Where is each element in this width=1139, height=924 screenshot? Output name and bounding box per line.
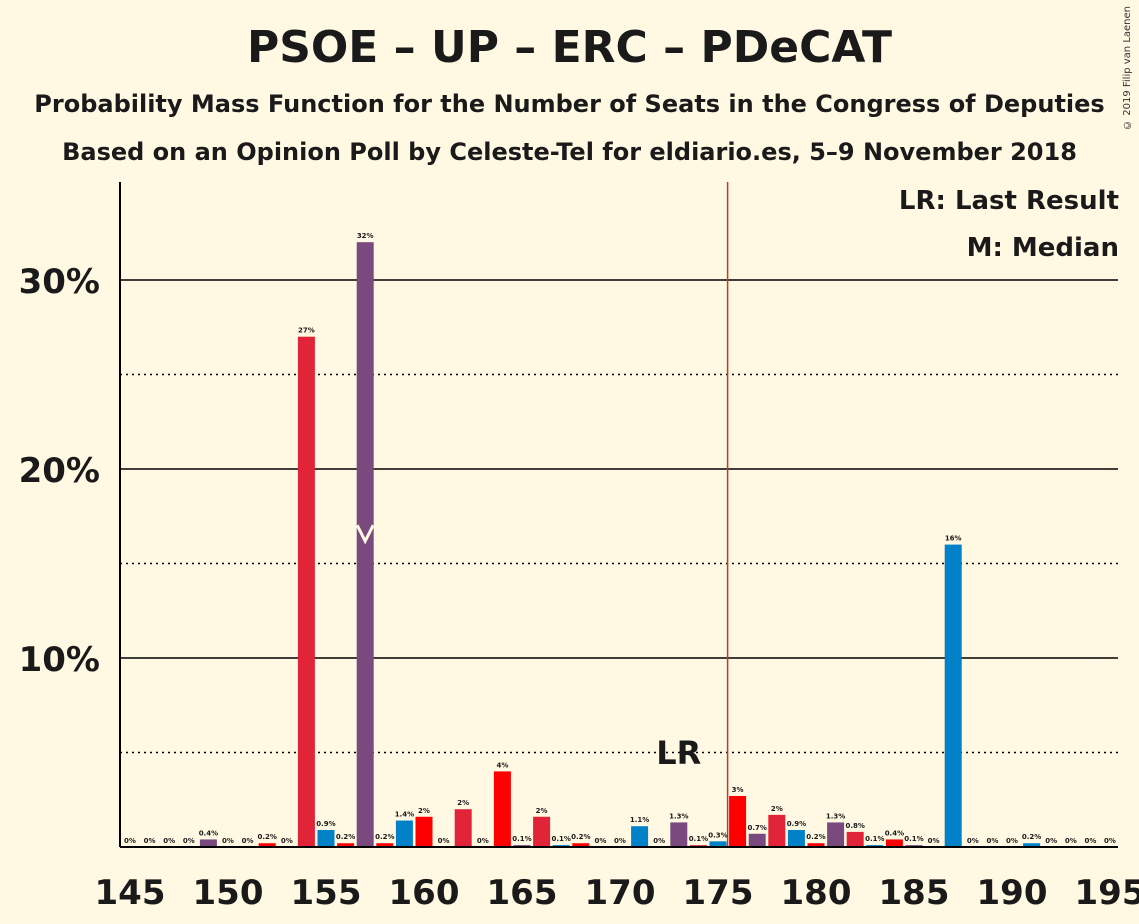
bar-value-label: 0.9%: [316, 820, 335, 828]
bar-seat-156: [337, 843, 355, 847]
bar-value-label: 0.2%: [1022, 833, 1041, 841]
bar-seat-191: [1023, 843, 1041, 847]
bar-seat-149: [199, 839, 217, 847]
x-tick-label: 165: [487, 873, 558, 913]
bar-value-label: 1.3%: [826, 812, 845, 820]
chart-subtitle: Probability Mass Function for the Number…: [34, 90, 1105, 118]
bar-value-label: 0%: [928, 837, 940, 845]
bar-seat-182: [846, 831, 864, 847]
bar-seat-184: [885, 839, 903, 847]
bar-value-label: 0%: [124, 837, 136, 845]
bar-value-label: 0.4%: [885, 829, 904, 837]
x-tick-label: 155: [291, 873, 362, 913]
bar-seat-181: [827, 822, 845, 847]
bar-value-label: 0.2%: [257, 833, 276, 841]
bar-seat-164: [493, 771, 511, 847]
median-marker: [355, 524, 375, 545]
bar-value-label: 16%: [945, 535, 962, 543]
bar-value-label: 0.1%: [551, 835, 570, 843]
bar-value-label: 0.2%: [806, 833, 825, 841]
bar-value-label: 2%: [418, 807, 430, 815]
bar-value-label: 0%: [163, 837, 175, 845]
x-tick-label: 170: [585, 873, 656, 913]
bar-seat-173: [670, 822, 688, 847]
bar-seat-158: [376, 843, 394, 847]
x-tick-label: 150: [193, 873, 264, 913]
bar-value-label: 4%: [496, 761, 508, 769]
bar-value-label: 0.2%: [571, 833, 590, 841]
bar-value-label: 0%: [986, 837, 998, 845]
bar-seat-155: [317, 829, 335, 847]
bar-seat-171: [631, 826, 649, 847]
bar-value-label: 32%: [357, 232, 374, 240]
bar-value-label: 0.3%: [708, 831, 727, 839]
bar-value-label: 0%: [222, 837, 234, 845]
bar-value-label: 0%: [1084, 837, 1096, 845]
bar-value-label: 0.1%: [689, 835, 708, 843]
bar-seat-179: [787, 829, 805, 847]
bar-seat-178: [768, 814, 786, 847]
x-tick-label: 160: [389, 873, 460, 913]
bar-value-label: 0%: [653, 837, 665, 845]
bar-value-label: 0%: [967, 837, 979, 845]
bar-value-label: 2%: [536, 807, 548, 815]
y-tick-label: 30%: [19, 262, 100, 302]
bar-value-label: 0%: [281, 837, 293, 845]
bar-value-label: 0%: [438, 837, 450, 845]
x-tick-label: 185: [879, 873, 950, 913]
bar-seat-160: [415, 816, 433, 847]
bar-value-label: 2%: [771, 805, 783, 813]
bar-value-label: 2%: [457, 799, 469, 807]
bar-value-label: 0%: [242, 837, 254, 845]
bar-seat-162: [454, 809, 472, 847]
x-tick-label: 180: [781, 873, 852, 913]
bar-seat-152: [258, 843, 276, 847]
bar-seat-166: [533, 816, 551, 847]
chart-source-line: Based on an Opinion Poll by Celeste-Tel …: [62, 138, 1077, 166]
legend-median: M: Median: [966, 233, 1119, 263]
bar-value-label: 0.7%: [747, 824, 766, 832]
bar-seat-175: [709, 841, 727, 847]
bar-value-label: 0%: [1045, 837, 1057, 845]
bar-value-label: 0%: [183, 837, 195, 845]
bar-value-label: 0%: [614, 837, 626, 845]
bar-seat-187: [944, 544, 962, 847]
last-result-marker: LR: [656, 734, 701, 772]
bar-seat-168: [572, 843, 590, 847]
bar-value-label: 0%: [1065, 837, 1077, 845]
bar-value-label: 3%: [732, 786, 744, 794]
x-tick-label: 195: [1075, 873, 1139, 913]
bar-value-label: 0.1%: [512, 835, 531, 843]
bar-value-label: 0%: [1104, 837, 1116, 845]
bar-seat-176: [729, 795, 747, 847]
x-tick-label: 145: [95, 873, 166, 913]
bar-value-label: 0.2%: [375, 833, 394, 841]
bar-value-label: 0.1%: [904, 835, 923, 843]
bar-value-label: 1.1%: [630, 816, 649, 824]
bar-value-label: 0.4%: [199, 829, 218, 837]
bar-value-label: 0.9%: [787, 820, 806, 828]
bar-value-label: 0.8%: [845, 822, 864, 830]
bar-value-label: 27%: [298, 327, 315, 335]
bar-value-label: 0%: [1006, 837, 1018, 845]
bar-value-label: 1.4%: [395, 811, 414, 819]
bar-seat-180: [807, 843, 825, 847]
bar-value-label: 0%: [594, 837, 606, 845]
x-tick-label: 190: [977, 873, 1048, 913]
bar-seat-157: [356, 242, 374, 847]
bar-value-label: 0.2%: [336, 833, 355, 841]
x-tick-label: 175: [683, 873, 754, 913]
bar-value-label: 0%: [477, 837, 489, 845]
legend-last-result: LR: Last Result: [898, 186, 1119, 216]
bar-value-label: 0.1%: [865, 835, 884, 843]
bar-seat-154: [297, 336, 315, 847]
y-tick-label: 10%: [19, 640, 100, 680]
bar-seat-177: [748, 833, 766, 847]
y-tick-label: 20%: [19, 451, 100, 491]
bar-value-label: 0%: [144, 837, 156, 845]
bar-value-label: 1.3%: [669, 812, 688, 820]
bar-seat-159: [395, 820, 413, 847]
chart-title: PSOE – UP – ERC – PDeCAT: [246, 22, 893, 73]
